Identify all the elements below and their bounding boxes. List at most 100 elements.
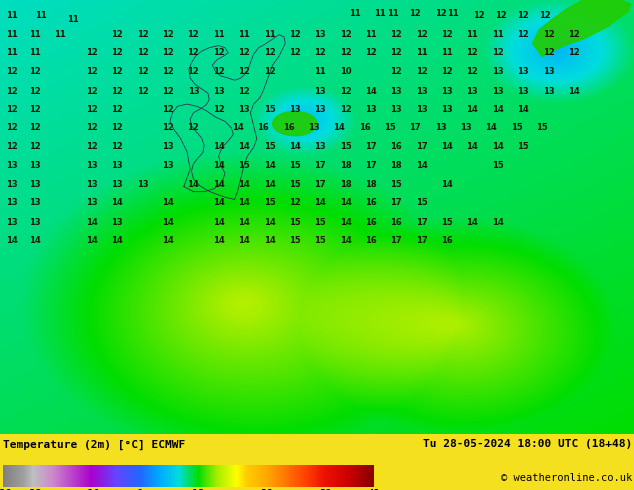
Text: 14: 14 bbox=[314, 198, 326, 207]
Text: 12: 12 bbox=[6, 142, 17, 151]
Text: 14: 14 bbox=[467, 218, 478, 226]
Text: 15: 15 bbox=[517, 142, 529, 151]
Text: 11: 11 bbox=[55, 30, 66, 39]
Text: 13: 13 bbox=[543, 67, 554, 76]
Text: 13: 13 bbox=[391, 87, 402, 96]
Text: 14: 14 bbox=[340, 218, 351, 226]
Text: 14: 14 bbox=[213, 236, 224, 245]
Text: 14: 14 bbox=[441, 142, 453, 151]
Text: 12: 12 bbox=[86, 87, 98, 96]
Text: 12: 12 bbox=[6, 87, 17, 96]
Text: 12: 12 bbox=[340, 49, 351, 57]
Text: 14: 14 bbox=[568, 87, 579, 96]
Text: 14: 14 bbox=[213, 218, 224, 226]
Text: 13: 13 bbox=[29, 218, 41, 226]
Text: 13: 13 bbox=[314, 105, 326, 114]
Text: 14: 14 bbox=[86, 218, 98, 226]
Text: 14: 14 bbox=[112, 198, 123, 207]
Text: 17: 17 bbox=[365, 142, 377, 151]
Text: 18: 18 bbox=[365, 180, 377, 189]
Text: 14: 14 bbox=[416, 161, 427, 170]
Text: 13: 13 bbox=[416, 105, 427, 114]
Text: 14: 14 bbox=[162, 218, 174, 226]
Text: 12: 12 bbox=[467, 67, 478, 76]
Text: 14: 14 bbox=[264, 218, 275, 226]
Text: 12: 12 bbox=[568, 49, 579, 57]
Text: 12: 12 bbox=[391, 30, 402, 39]
Text: 11: 11 bbox=[6, 30, 17, 39]
Text: 14: 14 bbox=[232, 123, 243, 132]
Text: 12: 12 bbox=[289, 49, 301, 57]
Text: 14: 14 bbox=[213, 180, 224, 189]
Polygon shape bbox=[533, 0, 631, 56]
Text: 15: 15 bbox=[391, 180, 402, 189]
Text: 12: 12 bbox=[112, 30, 123, 39]
Text: 12: 12 bbox=[213, 67, 224, 76]
Text: 12: 12 bbox=[112, 87, 123, 96]
Text: 14: 14 bbox=[492, 218, 503, 226]
Text: 16: 16 bbox=[441, 236, 453, 245]
Text: 13: 13 bbox=[391, 105, 402, 114]
Text: 13: 13 bbox=[314, 142, 326, 151]
Text: 13: 13 bbox=[543, 87, 554, 96]
Text: 12: 12 bbox=[6, 123, 17, 132]
Text: 11: 11 bbox=[365, 30, 377, 39]
Text: 12: 12 bbox=[410, 8, 421, 18]
Text: 13: 13 bbox=[238, 105, 250, 114]
Text: 12: 12 bbox=[29, 87, 41, 96]
Text: 18: 18 bbox=[340, 161, 351, 170]
Text: Temperature (2m) [°C] ECMWF: Temperature (2m) [°C] ECMWF bbox=[3, 439, 185, 449]
Text: 13: 13 bbox=[86, 198, 98, 207]
Text: 13: 13 bbox=[162, 142, 174, 151]
Text: © weatheronline.co.uk: © weatheronline.co.uk bbox=[501, 473, 633, 483]
Text: 14: 14 bbox=[467, 105, 478, 114]
Text: 12: 12 bbox=[340, 87, 351, 96]
Text: 13: 13 bbox=[112, 161, 123, 170]
Text: 17: 17 bbox=[314, 161, 326, 170]
Text: 12: 12 bbox=[467, 49, 478, 57]
Text: 13: 13 bbox=[213, 87, 224, 96]
Text: 38: 38 bbox=[319, 489, 332, 490]
Text: 12: 12 bbox=[416, 30, 427, 39]
Text: 14: 14 bbox=[238, 198, 250, 207]
Text: 12: 12 bbox=[112, 49, 123, 57]
Text: 11: 11 bbox=[387, 8, 399, 18]
Text: 16: 16 bbox=[365, 236, 377, 245]
Text: 15: 15 bbox=[384, 123, 396, 132]
Text: 11: 11 bbox=[29, 49, 41, 57]
Text: 12: 12 bbox=[86, 49, 98, 57]
Text: 15: 15 bbox=[289, 161, 301, 170]
Text: 26: 26 bbox=[261, 489, 273, 490]
Text: 14: 14 bbox=[238, 218, 250, 226]
Text: 15: 15 bbox=[511, 123, 522, 132]
Text: 0: 0 bbox=[137, 489, 143, 490]
Text: 12: 12 bbox=[391, 67, 402, 76]
Text: 13: 13 bbox=[441, 87, 453, 96]
Text: 12: 12 bbox=[238, 67, 250, 76]
Text: 12: 12 bbox=[6, 105, 17, 114]
Text: 13: 13 bbox=[492, 87, 503, 96]
Text: 12: 12 bbox=[188, 49, 199, 57]
Text: 14: 14 bbox=[213, 161, 224, 170]
Text: -28: -28 bbox=[0, 489, 13, 490]
Text: 12: 12 bbox=[435, 8, 446, 18]
Text: 15: 15 bbox=[314, 236, 326, 245]
Text: 14: 14 bbox=[162, 198, 174, 207]
Text: 12: 12 bbox=[137, 87, 148, 96]
Text: 11: 11 bbox=[467, 30, 478, 39]
Text: 12: 12 bbox=[495, 11, 507, 20]
Text: 14: 14 bbox=[213, 198, 224, 207]
Text: 12: 12 bbox=[289, 30, 301, 39]
Text: 12: 12 bbox=[162, 123, 174, 132]
Text: 12: 12 bbox=[289, 198, 301, 207]
Text: 17: 17 bbox=[410, 123, 421, 132]
Text: 14: 14 bbox=[238, 236, 250, 245]
Text: 13: 13 bbox=[314, 30, 326, 39]
Text: 12: 12 bbox=[441, 30, 453, 39]
Text: 17: 17 bbox=[365, 161, 377, 170]
Text: 15: 15 bbox=[441, 218, 453, 226]
Text: 14: 14 bbox=[492, 105, 503, 114]
Text: 11: 11 bbox=[36, 11, 47, 20]
Text: 11: 11 bbox=[416, 49, 427, 57]
Text: 12: 12 bbox=[86, 105, 98, 114]
